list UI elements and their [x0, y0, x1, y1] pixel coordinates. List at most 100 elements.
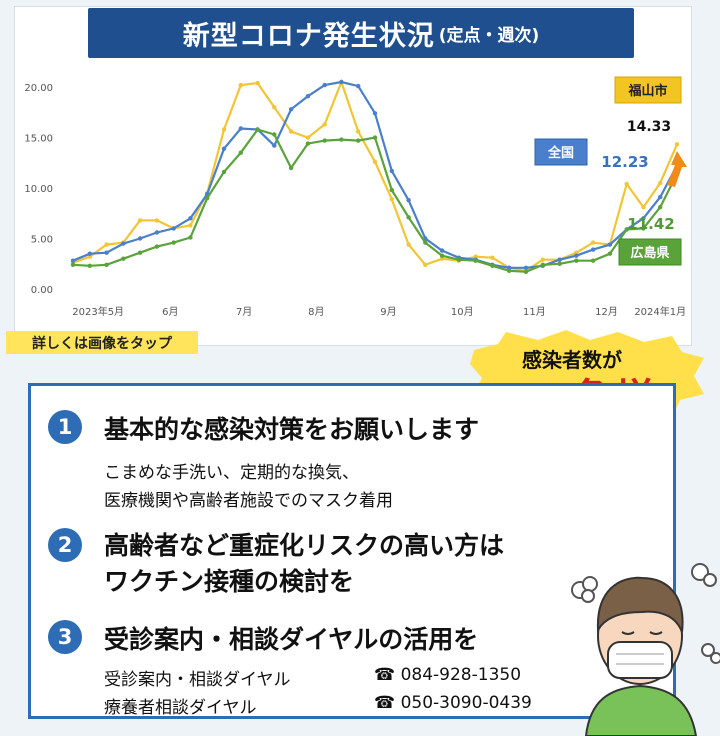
data-point	[406, 215, 411, 220]
data-point	[188, 235, 193, 240]
data-point	[439, 253, 445, 258]
phone-number-text-2: 050-3090-0439	[400, 693, 532, 713]
data-point	[288, 107, 294, 112]
data-point	[490, 255, 495, 260]
data-point	[540, 257, 545, 262]
data-point	[557, 261, 562, 266]
series-label-fukuyama: 福山市	[627, 83, 667, 99]
data-point	[523, 269, 529, 274]
data-point	[473, 258, 478, 263]
series-label-hiroshima: 広島県	[630, 245, 669, 261]
series-line-1	[72, 80, 678, 269]
data-point	[171, 240, 176, 245]
phone-label-2: 療養者相談ダイヤル	[104, 698, 257, 718]
x-tick-label: 2024年1月	[634, 305, 686, 318]
data-point	[87, 251, 93, 256]
data-label-zenkoku: 12.23	[601, 153, 648, 171]
data-point	[372, 111, 378, 116]
data-point	[590, 240, 596, 245]
phone-icon: ☎	[374, 665, 396, 685]
data-point	[238, 82, 243, 88]
y-tick-label: 10.00	[24, 184, 53, 195]
data-point	[574, 258, 579, 263]
series-label-zenkoku: 全国	[547, 145, 574, 161]
x-tick-label: 12月	[595, 306, 618, 318]
title-banner: 新型コロナ発生状況 (定点・週次)	[88, 8, 634, 58]
series-line-0	[72, 78, 679, 272]
data-point	[658, 194, 663, 200]
data-point	[658, 205, 663, 210]
data-point	[305, 94, 311, 99]
data-label-hiroshima: 11.42	[627, 215, 674, 233]
data-point	[255, 80, 260, 86]
measures-box	[28, 383, 676, 719]
tap-note[interactable]: 詳しくは画像をタップ	[6, 331, 198, 354]
sick-person-illustration	[571, 563, 720, 736]
data-point	[137, 250, 143, 255]
item-1-body-line2: 医療機関や高齢者施設でのマスク着用	[104, 491, 393, 511]
data-point	[607, 251, 613, 256]
data-point	[322, 138, 327, 143]
item-2-heading-line2: ワクチン接種の検討を	[104, 567, 355, 596]
data-point	[121, 256, 126, 261]
data-point	[658, 180, 663, 186]
data-point	[456, 257, 462, 262]
number-badge-3: 3	[48, 620, 82, 654]
data-point	[322, 122, 327, 127]
data-point	[154, 244, 160, 249]
phone-label-1: 受診案内・相談ダイヤル	[104, 670, 291, 690]
page-title: 新型コロナ発生状況	[182, 20, 435, 52]
data-point	[272, 132, 277, 137]
series-label-box	[618, 238, 682, 266]
burst-line1: 感染者数が	[522, 348, 622, 372]
data-point	[322, 82, 327, 88]
item-1-heading: 基本的な感染対策をお願いします	[104, 415, 480, 444]
series-label-box	[614, 76, 682, 104]
data-point	[590, 258, 596, 263]
data-point	[423, 262, 428, 267]
data-point	[540, 262, 545, 267]
data-point	[406, 242, 411, 247]
data-point	[238, 150, 243, 155]
data-point	[590, 247, 596, 252]
phone-number-2[interactable]: ☎ 050-3090-0439	[374, 693, 532, 713]
item-2-heading-line1: 高齢者など重症化リスクの高い方は	[104, 531, 505, 560]
x-tick-label: 8月	[308, 306, 324, 318]
item-1-body-line1: こまめな手洗い、定期的な換気、	[104, 463, 359, 483]
data-point	[137, 236, 143, 241]
data-point	[641, 216, 646, 221]
data-point	[607, 242, 613, 247]
y-tick-label: 20.00	[24, 83, 53, 94]
x-tick-label: 10月	[451, 306, 474, 318]
data-point	[372, 159, 378, 164]
data-point	[70, 258, 76, 263]
data-point	[238, 126, 243, 131]
data-point	[356, 129, 361, 134]
data-point	[272, 105, 277, 110]
data-point	[288, 129, 294, 134]
data-point	[205, 195, 210, 201]
x-tick-label: 9月	[380, 306, 396, 318]
data-point	[389, 187, 394, 193]
data-point	[104, 242, 109, 247]
x-tick-label: 11月	[523, 306, 546, 318]
data-point	[389, 168, 394, 174]
data-point	[356, 83, 361, 89]
data-point	[305, 135, 311, 140]
data-point	[305, 141, 311, 146]
item-3-heading: 受診案内・相談ダイヤルの活用を	[104, 625, 479, 654]
phone-number-1[interactable]: ☎ 084-928-1350	[374, 665, 521, 685]
data-point	[70, 262, 76, 267]
data-point	[188, 223, 193, 228]
data-point	[507, 268, 512, 273]
data-label-fukuyama: 14.33	[627, 119, 671, 135]
x-tick-label: 6月	[162, 306, 178, 318]
data-point	[641, 205, 646, 210]
y-tick-label: 5.00	[31, 235, 53, 246]
chart-card[interactable]: 20.00 15.00 10.00 5.00 0.00 2023年5月 6月 7月 8月 9月 10…	[14, 6, 692, 346]
data-point	[121, 241, 126, 246]
data-point	[624, 181, 629, 187]
data-point	[137, 218, 143, 223]
data-point	[255, 127, 260, 132]
